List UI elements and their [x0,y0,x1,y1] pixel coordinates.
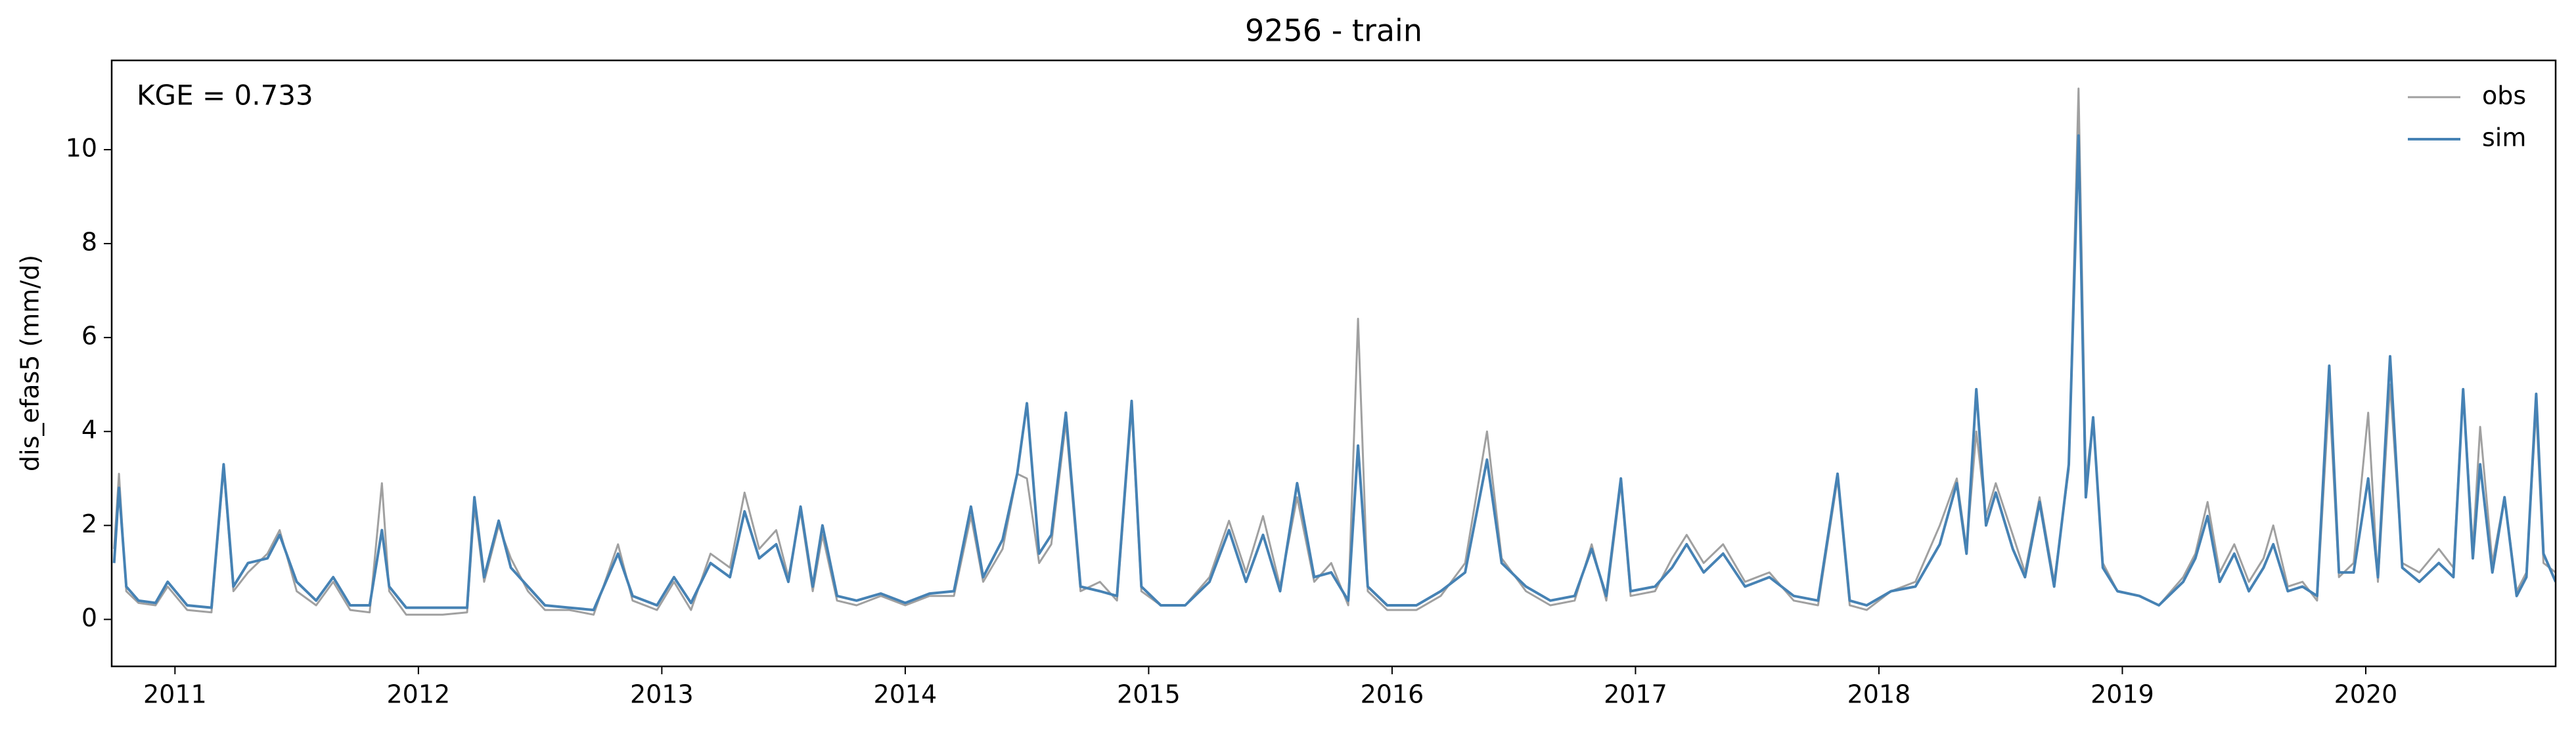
x-tick-label: 2015 [1117,680,1181,709]
y-tick-label: 2 [81,509,97,538]
x-tick-label: 2012 [386,680,450,709]
x-tick-label: 2011 [143,680,207,709]
series-line [112,134,2556,612]
plot-frame [110,59,2557,668]
x-tick-label: 2016 [1361,680,1424,709]
legend-label: obs [2482,81,2526,110]
x-tick-label: 2019 [2090,680,2154,709]
y-tick-label: 0 [81,603,97,632]
y-tick-label: 4 [81,416,97,444]
x-tick-label: 2018 [1847,680,1911,709]
x-tick-label: 2017 [1604,680,1667,709]
x-tick-label: 2013 [630,680,694,709]
y-tick-label: 6 [81,322,97,351]
annotation: KGE = 0.733 [137,79,313,112]
y-tick-label: 8 [81,228,97,257]
legend-label: sim [2482,123,2526,152]
y-axis-label: dis_efas5 (mm/d) [16,255,45,471]
x-tick-label: 2014 [874,680,938,709]
y-tick-label: 10 [66,133,97,162]
chart-title: 9256 - train [1245,13,1422,49]
x-tick-label: 2020 [2334,680,2398,709]
